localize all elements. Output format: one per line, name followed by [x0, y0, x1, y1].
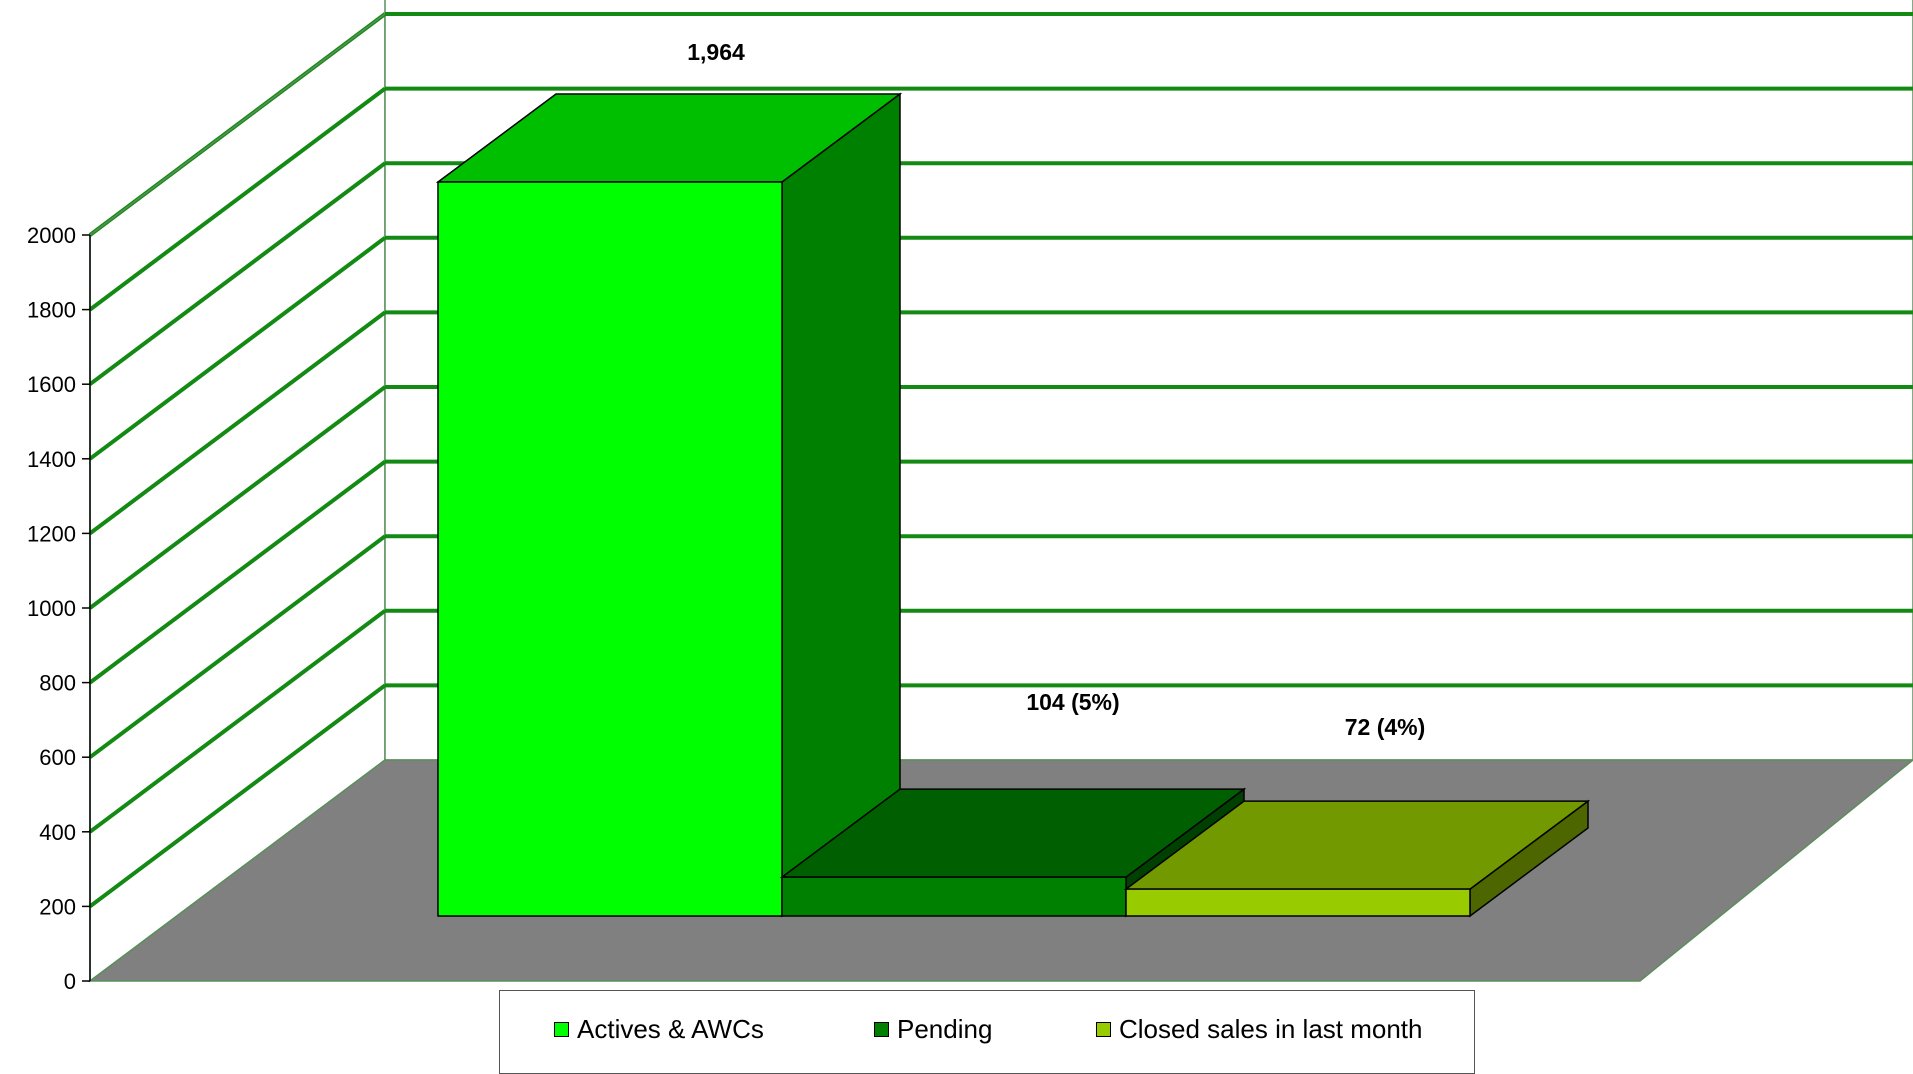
y-tick-label: 1000 — [27, 596, 76, 621]
bar-front-pending — [781, 876, 1127, 917]
bar-front-closed-sales — [1125, 888, 1471, 917]
y-tick-label: 2000 — [27, 223, 76, 248]
y-tick-label: 600 — [39, 745, 76, 770]
side-wall-top-edge — [89, 13, 386, 236]
y-tick-label: 400 — [39, 820, 76, 845]
y-tick-label: 0 — [64, 969, 76, 994]
gridline-side — [88, 236, 387, 461]
data-label-pending: 104 (5%) — [1026, 689, 1119, 715]
legend-item-actives: Actives & AWCs — [554, 1014, 764, 1045]
gridline-side — [88, 385, 387, 610]
chart-legend: Actives & AWCs Pending Closed sales in l… — [499, 990, 1475, 1074]
legend-label-actives: Actives & AWCs — [577, 1014, 764, 1044]
bar-front-actives — [437, 181, 783, 917]
y-tick-label: 1400 — [27, 447, 76, 472]
y-tick-label: 1600 — [27, 372, 76, 397]
gridline-side — [88, 609, 387, 834]
legend-swatch-closed-sales — [1096, 1022, 1111, 1037]
legend-label-pending: Pending — [897, 1014, 993, 1044]
bar-closed-sales — [1123, 799, 1591, 918]
y-tick-label: 200 — [39, 894, 76, 919]
bar-side-actives — [781, 92, 901, 918]
gridline-side — [88, 86, 387, 312]
legend-label-closed-sales: Closed sales in last month — [1119, 1014, 1423, 1044]
gridline-side — [88, 534, 387, 759]
gridline-side — [88, 683, 387, 909]
y-tick-label: 1200 — [27, 521, 76, 546]
gridline-side — [88, 161, 387, 386]
legend-item-closed-sales: Closed sales in last month — [1096, 1014, 1422, 1045]
gridline-side — [88, 459, 387, 685]
gridline-side — [88, 310, 387, 536]
legend-swatch-actives — [554, 1022, 569, 1037]
legend-item-pending: Pending — [874, 1014, 992, 1045]
bar-actives — [435, 92, 903, 918]
data-label-actives: 1,964 — [687, 39, 745, 65]
data-label-closed-sales: 72 (4%) — [1345, 714, 1426, 740]
y-tick-label: 1800 — [27, 298, 76, 323]
legend-swatch-pending — [874, 1022, 889, 1037]
y-tick-label: 800 — [39, 671, 76, 696]
